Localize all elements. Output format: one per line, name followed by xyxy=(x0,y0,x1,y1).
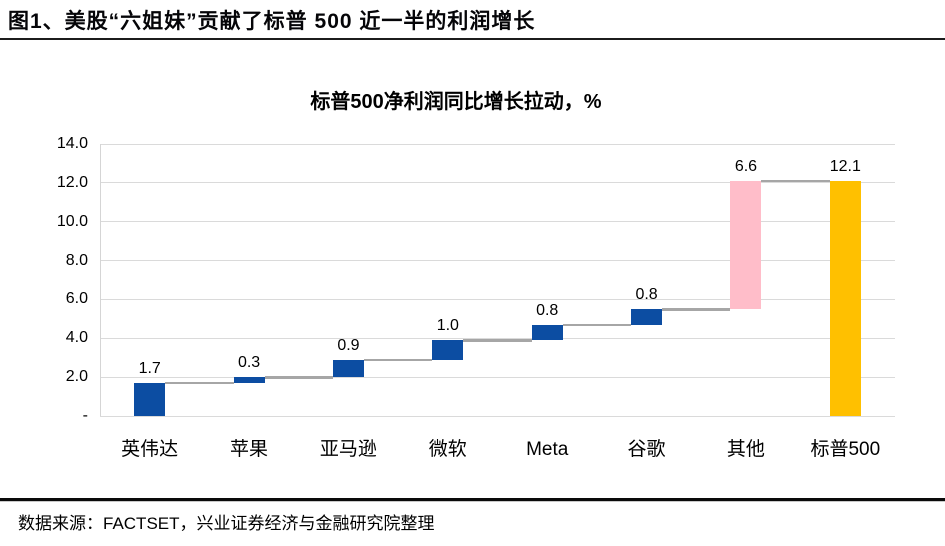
waterfall-bar xyxy=(432,340,464,360)
y-axis-label: - xyxy=(82,407,88,424)
gridline xyxy=(100,260,895,262)
gridline xyxy=(100,221,895,223)
y-axis-line xyxy=(100,144,101,416)
x-axis-label: 谷歌 xyxy=(627,439,666,460)
y-axis-label: 2.0 xyxy=(65,368,88,386)
waterfall-bar xyxy=(332,359,364,378)
y-axis-label: 14.0 xyxy=(56,135,88,152)
gridline xyxy=(100,143,895,145)
bottom-divider xyxy=(0,498,945,502)
chart-title: 标普500净利润同比增长拉动，% xyxy=(310,91,602,113)
x-axis-label: 其他 xyxy=(726,439,765,460)
top-divider xyxy=(0,38,945,40)
connector-line xyxy=(165,381,234,385)
waterfall-bar xyxy=(631,309,663,325)
value-label: 0.8 xyxy=(635,286,658,304)
waterfall-bar xyxy=(531,324,563,341)
value-label: 12.1 xyxy=(829,157,861,175)
waterfall-bar xyxy=(134,382,166,416)
connector-line xyxy=(562,323,632,327)
y-axis-label: 8.0 xyxy=(65,251,88,269)
y-axis-label: 12.0 xyxy=(56,173,88,191)
value-label: 6.6 xyxy=(734,157,758,175)
x-axis-label: 亚马逊 xyxy=(319,439,377,460)
gridline xyxy=(100,182,895,184)
value-label: 0.9 xyxy=(337,336,360,354)
value-label: 1.7 xyxy=(138,359,161,377)
y-axis-label: 4.0 xyxy=(65,329,88,347)
x-axis-label: 微软 xyxy=(428,439,467,460)
figure-title: 图1、美股“六姐妹”贡献了标普 500 近一半的利润增长 xyxy=(8,10,536,33)
gridline xyxy=(100,337,895,339)
connector-line xyxy=(363,358,433,362)
data-source-note: 数据来源：FACTSET，兴业证券经济与金融研究院整理 xyxy=(18,514,435,533)
value-label: 0.8 xyxy=(536,301,559,319)
gridline xyxy=(100,415,895,417)
connector-line xyxy=(463,339,532,342)
gridline xyxy=(100,376,895,378)
x-axis-label: 标普500 xyxy=(810,439,881,460)
value-label: 0.3 xyxy=(237,354,261,372)
x-axis-label: 英伟达 xyxy=(121,439,179,460)
x-axis-label: 苹果 xyxy=(230,439,269,460)
value-label: 1.0 xyxy=(436,317,459,335)
waterfall-bar xyxy=(730,180,762,310)
connector-line xyxy=(264,376,333,379)
y-axis-label: 6.0 xyxy=(65,290,88,308)
x-axis-label: Meta xyxy=(526,439,569,460)
gridline xyxy=(100,298,895,300)
connector-line xyxy=(761,179,830,183)
y-axis-label: 10.0 xyxy=(56,212,88,230)
waterfall-bar xyxy=(233,377,265,383)
waterfall-bar xyxy=(829,180,861,416)
connector-line xyxy=(662,308,731,311)
